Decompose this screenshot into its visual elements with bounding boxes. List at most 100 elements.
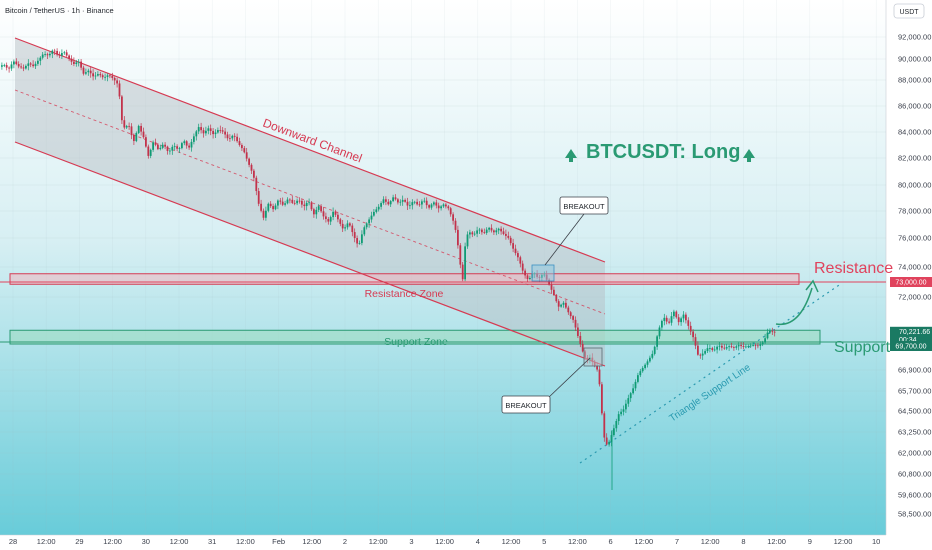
candle — [229, 138, 231, 140]
candle — [255, 177, 258, 192]
resistance-zone — [9, 273, 800, 285]
candle — [466, 234, 469, 247]
candle — [550, 284, 553, 290]
candle — [521, 263, 524, 271]
candle — [289, 199, 291, 201]
candle — [17, 64, 20, 67]
candle — [555, 295, 558, 302]
candle — [493, 230, 495, 233]
price-tick-label: 63,250.00 — [898, 428, 931, 437]
price-tick-label: 84,000.00 — [898, 128, 931, 137]
candle — [687, 320, 690, 326]
candle — [613, 428, 615, 436]
price-tick-label: 59,600.00 — [898, 491, 931, 500]
candle — [387, 201, 390, 205]
time-tick-label: 12:00 — [502, 537, 521, 546]
candle — [749, 345, 752, 347]
candle — [437, 205, 440, 209]
candle — [291, 199, 294, 203]
candle — [653, 346, 656, 354]
time-tick-label: Feb — [272, 537, 285, 546]
candle — [121, 96, 123, 121]
candle — [445, 204, 447, 207]
candle — [601, 384, 603, 414]
candle — [337, 214, 339, 220]
candle — [565, 302, 567, 308]
price-tick-label: 80,000.00 — [898, 181, 931, 190]
candle — [644, 364, 646, 369]
candle — [699, 354, 702, 356]
headline-text: BTCUSDT: Long — [586, 141, 740, 163]
candle — [209, 128, 212, 131]
price-tick-label: 66,900.00 — [898, 366, 931, 375]
candle — [164, 144, 166, 147]
breakout-upper-marker — [531, 264, 555, 282]
candle — [668, 321, 670, 323]
candle — [51, 50, 54, 54]
projection-arrow-head — [805, 279, 819, 293]
candle — [358, 243, 361, 244]
candle — [61, 53, 63, 56]
candle — [339, 219, 342, 224]
candle — [243, 148, 246, 153]
candle — [759, 344, 762, 346]
candle — [145, 137, 147, 147]
candle — [46, 54, 49, 56]
candle — [205, 130, 207, 134]
resistance-label: Resistance — [814, 260, 893, 277]
candle — [77, 61, 80, 63]
candle — [641, 368, 644, 372]
candle — [118, 83, 121, 97]
candle — [75, 62, 78, 64]
candle — [507, 235, 510, 238]
up-arrow-icon — [565, 149, 577, 162]
candle — [265, 210, 267, 218]
candle — [49, 53, 51, 56]
time-axis-ticks: 28 12:00 29 12:00 30 12:00 31 12:00 Feb 12:00 2 12:… — [9, 537, 881, 546]
candle — [363, 227, 366, 235]
candle — [478, 229, 481, 231]
candle — [677, 317, 680, 323]
price-tick-label: 76,000.00 — [898, 234, 931, 243]
candle — [766, 332, 769, 339]
candle — [351, 225, 354, 233]
price-tick-label: 88,000.00 — [898, 76, 931, 85]
price-tick-label: 86,000.00 — [898, 102, 931, 111]
candle — [718, 345, 721, 347]
candle — [329, 217, 332, 222]
candle — [771, 330, 774, 332]
candle — [368, 219, 370, 224]
candle — [293, 202, 296, 204]
candle — [161, 144, 164, 148]
candle — [332, 211, 334, 218]
resistance-price-tag: 73,000.00 — [890, 277, 932, 287]
candle — [281, 201, 284, 205]
candle — [154, 142, 157, 145]
candle — [629, 393, 632, 399]
candle — [370, 215, 373, 220]
candle — [485, 229, 488, 233]
candle — [512, 243, 514, 249]
candle — [701, 353, 704, 356]
candle — [620, 411, 622, 415]
time-tick-label: 3 — [409, 537, 413, 546]
candle — [689, 325, 692, 332]
price-axis-ticks: 58,500.00 59,600.00 60,800.00 62,000.00 63,2… — [898, 33, 931, 519]
candle — [159, 147, 162, 150]
candle — [361, 234, 363, 244]
candle — [8, 67, 10, 69]
candle — [773, 331, 776, 333]
candle — [217, 130, 219, 133]
candle — [188, 145, 190, 148]
candle — [389, 201, 392, 205]
candle — [728, 346, 730, 348]
candle — [469, 232, 471, 235]
candle — [166, 146, 169, 151]
time-tick-label: 4 — [476, 537, 480, 546]
candle — [284, 203, 286, 205]
time-tick-label: 12:00 — [170, 537, 189, 546]
candle — [764, 338, 766, 343]
currency-badge[interactable]: USDT — [893, 3, 925, 19]
candle — [58, 54, 61, 56]
